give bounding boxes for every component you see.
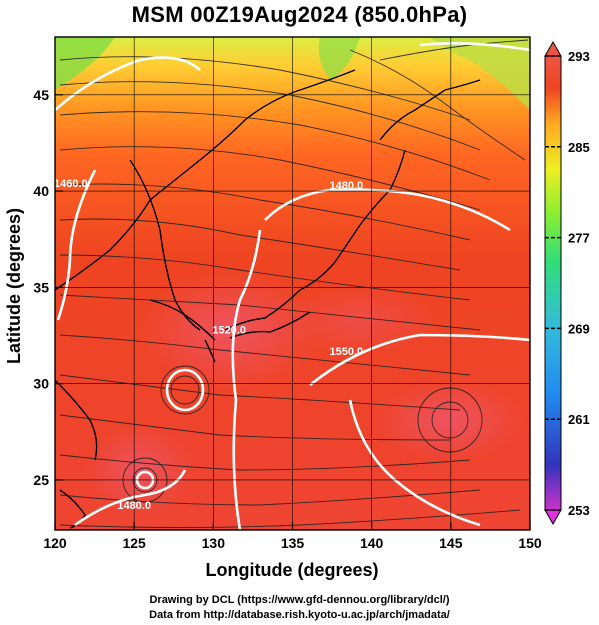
contour-label: 1480.0 bbox=[330, 180, 364, 192]
credit-drawing: Drawing by DCL (https://www.gfd-dennou.o… bbox=[149, 594, 450, 606]
x-tick-label: 150 bbox=[518, 535, 542, 551]
cold-area-northeast bbox=[430, 37, 530, 110]
lat-lon-grid bbox=[55, 37, 530, 530]
x-tick-label: 145 bbox=[439, 535, 463, 551]
x-axis-label: Longitude (degrees) bbox=[205, 560, 378, 580]
warm-area-south bbox=[85, 425, 195, 515]
cold-area-north bbox=[318, 37, 360, 80]
colorbar-scale bbox=[544, 55, 562, 511]
colorbar-tick-label: 277 bbox=[568, 231, 590, 246]
warm-area-pacific bbox=[280, 285, 440, 355]
plot-area: 1460.0 1480.0 1520.0 1550.0 1480.0 bbox=[54, 37, 530, 530]
colorbar: 293 285 277 269 261 253 bbox=[544, 40, 590, 526]
x-tick-label: 120 bbox=[43, 535, 67, 551]
contour-labels: 1460.0 1480.0 1520.0 1550.0 1480.0 bbox=[54, 178, 364, 512]
colorbar-tick-label: 261 bbox=[568, 412, 590, 427]
x-tick-label: 130 bbox=[202, 535, 226, 551]
geopotential-contours bbox=[55, 42, 530, 530]
y-tick-label: 45 bbox=[33, 87, 49, 103]
colorbar-upper-arrow bbox=[544, 40, 562, 57]
contour-label: 1460.0 bbox=[54, 178, 88, 190]
colorbar-ticks: 293 285 277 269 261 253 bbox=[545, 49, 590, 518]
y-axis-label: Latitude (degrees) bbox=[4, 208, 24, 364]
y-tick-label: 25 bbox=[33, 472, 49, 488]
colorbar-lower-arrow bbox=[544, 509, 562, 526]
y-tick-label: 40 bbox=[33, 183, 49, 199]
warm-area-center bbox=[140, 270, 320, 390]
cold-area-northwest bbox=[55, 37, 115, 90]
x-tick-label: 135 bbox=[281, 535, 305, 551]
credit-data: Data from http://database.rish.kyoto-u.a… bbox=[149, 609, 450, 621]
colorbar-tick-label: 285 bbox=[568, 140, 590, 155]
y-tick-label: 35 bbox=[33, 279, 49, 295]
y-axis: 25 30 35 40 45 bbox=[33, 87, 63, 488]
colorbar-tick-label: 253 bbox=[568, 503, 590, 518]
colorbar-tick-label: 293 bbox=[568, 49, 590, 64]
warm-area-east bbox=[375, 380, 525, 460]
colorbar-tick-label: 269 bbox=[568, 321, 590, 336]
figure-title: MSM 00Z19Aug2024 (850.0hPa) bbox=[131, 2, 468, 27]
contour-label: 1520.0 bbox=[212, 325, 246, 337]
x-axis: 120 125 130 135 140 145 150 bbox=[43, 522, 542, 551]
x-tick-label: 140 bbox=[360, 535, 384, 551]
y-tick-label: 30 bbox=[33, 376, 49, 392]
x-tick-label: 125 bbox=[122, 535, 146, 551]
contour-label: 1550.0 bbox=[330, 346, 364, 358]
contour-label: 1480.0 bbox=[117, 500, 151, 512]
